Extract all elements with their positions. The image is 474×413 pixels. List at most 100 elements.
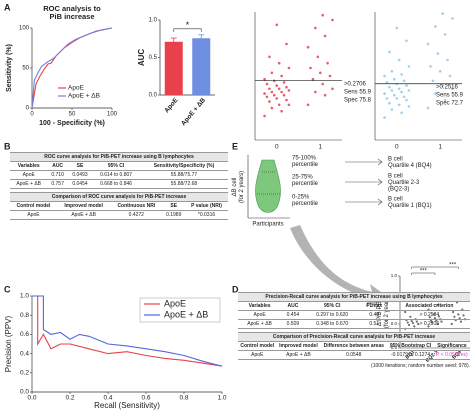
header-cell: 95% CI — [304, 301, 360, 311]
data-point — [393, 77, 396, 81]
legend-label: ApoE — [68, 85, 85, 92]
data-point — [383, 74, 386, 78]
cell: ApoE + ΔB — [57, 210, 111, 220]
data-point — [388, 85, 391, 89]
table-d: Precision-Recall curve analysis for PiB-… — [238, 292, 470, 369]
row: ApoE ApoE + ΔB 0.4272 0.1989 *0.0316 — [10, 210, 228, 220]
data-point — [326, 61, 329, 65]
cell: 0.710 — [47, 170, 68, 180]
x-tick-label: 100 — [107, 112, 118, 118]
table-title: Precision-Recall curve analysis for PiB-… — [238, 292, 470, 302]
data-point — [390, 89, 394, 92]
criterion-note: Spec 75.8 — [344, 97, 372, 103]
data-point — [314, 90, 317, 94]
header-row: Variables AUC SE 95% CI Sensitivity/Specific… — [10, 161, 228, 171]
header-cell: Improved model — [276, 341, 321, 351]
panel-label: B — [4, 141, 11, 151]
header-cell: Continuous NRI — [110, 201, 163, 211]
cell: ApoE + ΔB — [238, 319, 282, 329]
cell: 0.4272 — [110, 210, 163, 220]
cell: ApoE — [10, 210, 58, 220]
data-point — [311, 77, 315, 81]
y-tick-label: 1.0 — [391, 273, 398, 278]
data-point — [441, 84, 444, 87]
data-point — [393, 93, 396, 97]
series-line — [31, 27, 113, 109]
group-label: Quartile 4 (BQ4) — [388, 163, 432, 169]
data-point — [277, 87, 281, 91]
title-row: Precision-Recall curve analysis for PiB-… — [238, 292, 470, 302]
x-tick-label: 0.2 — [65, 395, 74, 402]
header-cell: Difference between areas — [320, 341, 388, 351]
data-point — [446, 58, 449, 62]
y-tick-label: 0.0 — [149, 93, 158, 99]
table: Comparison of ROC curve analysis for PiB… — [10, 192, 228, 220]
data-point — [282, 81, 286, 84]
y-axis-label: AUC — [137, 49, 146, 67]
data-point — [275, 23, 279, 27]
table-title: ROC curve analysis for PiB-PET increase … — [10, 152, 228, 162]
data-point — [441, 12, 444, 15]
data-point — [385, 81, 389, 84]
data-point — [328, 74, 332, 78]
data-point — [390, 108, 394, 111]
panel-label: A — [4, 2, 11, 12]
data-point — [263, 77, 266, 81]
data-point — [395, 97, 399, 100]
row: ApoE + ΔB 0.509 0.348 to 0.670 0.51 > 0.2516 — [238, 319, 470, 329]
significance-label: *** — [449, 263, 457, 269]
header-row: Control model Improved model Continuous NR… — [10, 201, 228, 211]
x-tick-label: 0 — [395, 144, 399, 151]
panel-label: D — [232, 284, 239, 294]
data-point — [306, 103, 310, 107]
header-cell: 95% CI — [92, 161, 140, 171]
cell: > 0.2584 — [388, 310, 470, 320]
cell: 0.454 — [281, 310, 305, 320]
data-point — [451, 17, 454, 20]
header-cell: Associated criterion — [388, 301, 470, 311]
y-tick-label: 0.4 — [20, 350, 29, 357]
title-row: Comparison of Precision-Recall curve ana… — [238, 332, 470, 342]
significance-label: *** — [420, 269, 428, 275]
data-point — [280, 90, 283, 94]
data-point — [268, 87, 271, 91]
header-cell: Improved model — [57, 201, 111, 211]
percentile-label: 75-100% — [292, 156, 317, 162]
x-tick-label: 1 — [438, 144, 442, 151]
header-cell: P value (NRI) — [185, 201, 228, 211]
x-tick-label: 1.0 — [217, 395, 226, 402]
row: ApoE 0.454 0.297 to 0.620 0.48 > 0.2584 — [238, 310, 470, 320]
cell: 0.1989 — [162, 210, 186, 220]
data-point — [316, 55, 320, 59]
data-point — [397, 103, 401, 107]
data-point — [448, 74, 452, 78]
y-axis-label: Precision (PPV) — [4, 315, 13, 372]
series-line — [32, 295, 223, 367]
y-tick-label: 100 — [19, 26, 30, 32]
data-point — [402, 95, 406, 99]
bar — [192, 38, 211, 95]
data-point — [397, 58, 401, 62]
data-point — [400, 90, 403, 94]
x-tick-label: 0 — [30, 112, 34, 118]
data-point — [385, 97, 389, 100]
data-point — [407, 105, 411, 108]
data-point — [436, 52, 440, 55]
cell: -0.0179 to 0.1274 — [387, 350, 434, 360]
y-tick-label: 0 — [26, 106, 30, 112]
data-point — [318, 71, 322, 75]
significance-label: * — [186, 20, 190, 30]
data-point — [273, 93, 276, 97]
data-point — [285, 85, 288, 89]
data-point — [263, 114, 266, 118]
data-point — [443, 98, 447, 102]
header-row: Variables AUC 95% CI F1max Associated criter… — [238, 301, 470, 311]
series-line — [32, 295, 223, 367]
title-row: ROC curve analysis for PiB-PET increase … — [10, 152, 228, 162]
cell: ApoE — [238, 310, 282, 320]
cell: ApoE — [10, 170, 48, 180]
data-point — [429, 65, 432, 68]
percentile-label: percentile — [292, 162, 319, 168]
data-point — [309, 66, 312, 70]
